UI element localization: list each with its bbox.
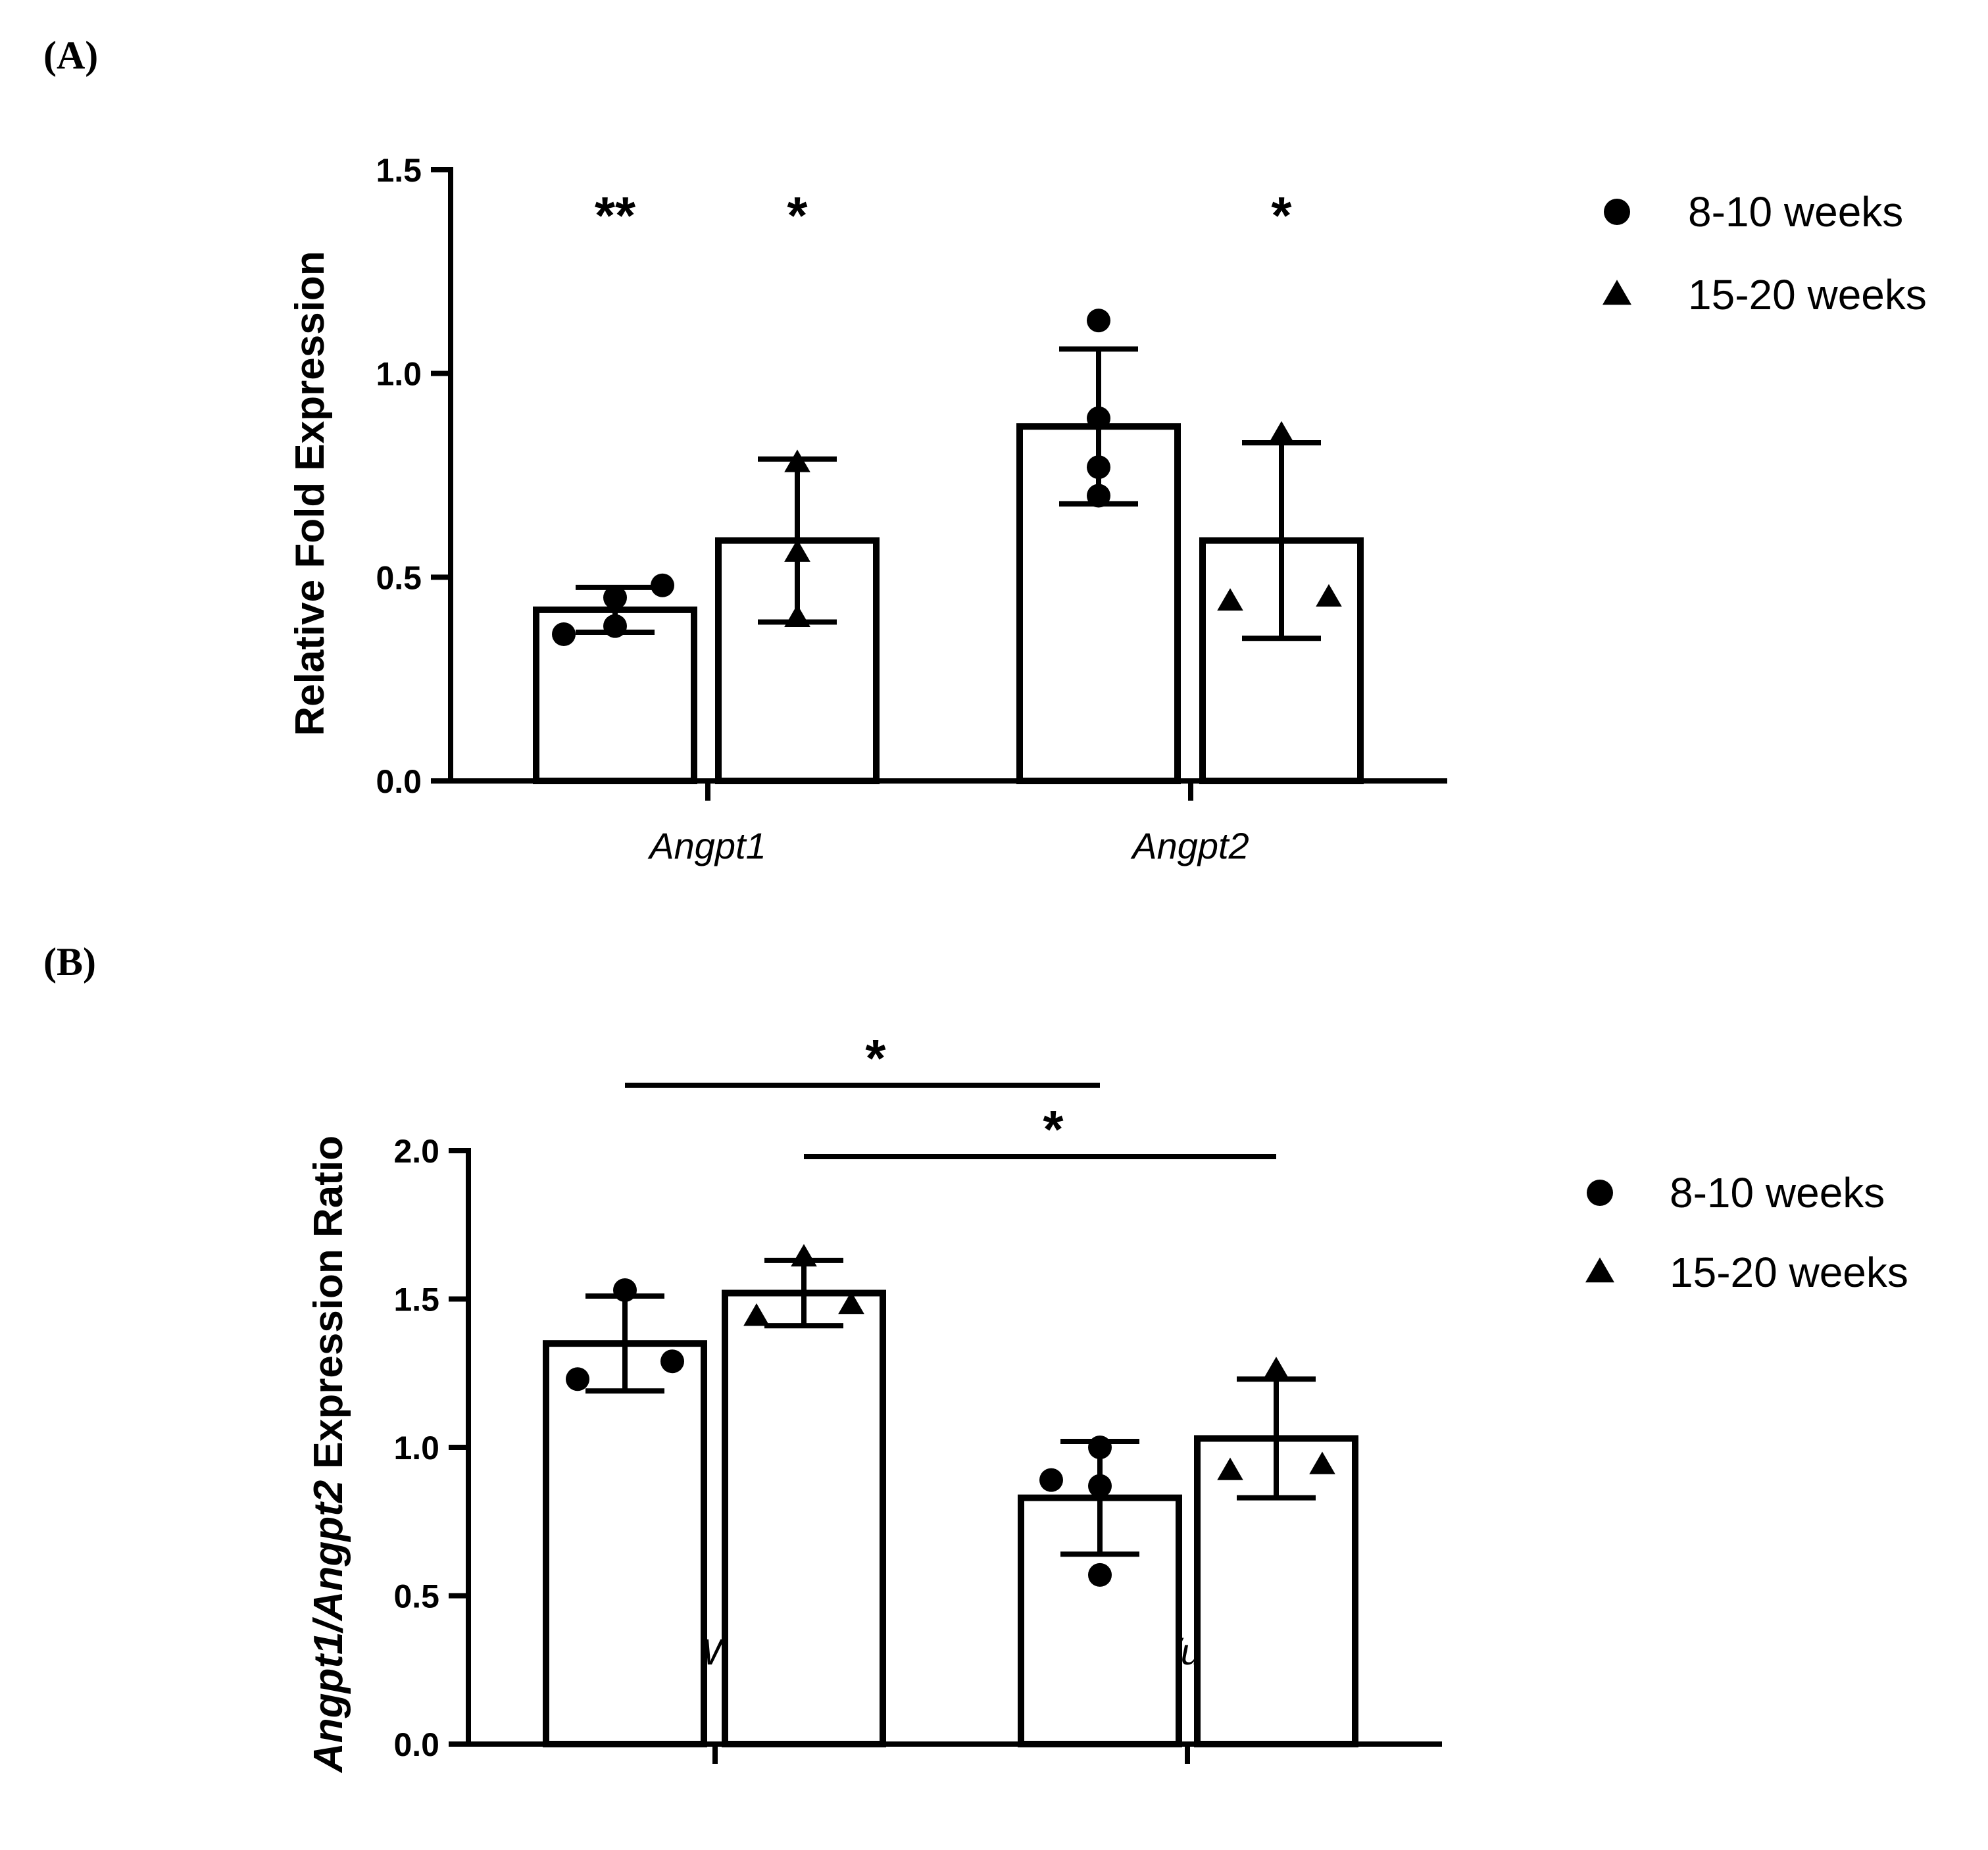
data-point	[784, 539, 810, 562]
data-point	[1088, 1474, 1112, 1498]
panel-b-bars	[543, 1257, 1358, 1747]
panel-a-legend: 8-10 weeks 15-20 weeks	[1603, 188, 1927, 318]
data-point	[784, 604, 810, 627]
y-title-part-rest: Expression Ratio	[306, 1136, 351, 1480]
panel-b-annotations: **	[625, 1029, 1276, 1160]
data-point	[1087, 455, 1110, 480]
panel-b: (B) 0.00.51.01.52.0WTmdx/utrn+/- ** Angp…	[43, 940, 1908, 1774]
y-tick-label: 1.5	[376, 152, 422, 189]
y-tick-label: 1.0	[376, 356, 422, 393]
legend-label: 8-10 weeks	[1670, 1169, 1885, 1216]
panel-b-legend: 8-10 weeks 15-20 weeks	[1585, 1169, 1908, 1296]
y-tick-label: 1.0	[393, 1430, 439, 1466]
panel-a-y-axis-title: Relative Fold Expression	[287, 251, 333, 736]
legend-marker	[1587, 1180, 1613, 1206]
panel-label-a: (A)	[43, 34, 98, 77]
y-tick-label: 1.5	[393, 1282, 439, 1318]
y-tick-label: 0.0	[393, 1726, 439, 1763]
data-point	[1268, 421, 1295, 444]
data-point	[1088, 1562, 1112, 1587]
panel-b-y-axis-title: Angpt1/Angpt2 Expression Ratio	[306, 1136, 351, 1774]
y-tick-label: 2.0	[393, 1133, 439, 1170]
significance-marker: *	[787, 186, 808, 245]
panel-label-b: (B)	[43, 940, 96, 984]
y-tick-label: 0.5	[393, 1578, 439, 1615]
significance-marker: *	[1271, 186, 1292, 245]
x-category-label: Angpt1	[647, 825, 766, 866]
y-tick-label: 0.0	[376, 763, 422, 800]
data-point	[1087, 484, 1110, 508]
significance-marker: *	[1043, 1100, 1064, 1159]
bar	[543, 1340, 707, 1747]
panel-a-annotations: ** * *	[595, 186, 1293, 245]
data-point	[1309, 1451, 1335, 1474]
data-point	[743, 1303, 770, 1326]
significance-marker: *	[865, 1029, 886, 1088]
data-point	[1217, 1457, 1243, 1480]
panel-a-bars	[533, 346, 1364, 784]
data-point	[1087, 406, 1110, 430]
legend-marker	[1604, 199, 1630, 225]
data-point	[838, 1291, 864, 1314]
data-point	[1217, 588, 1243, 611]
data-point	[1087, 309, 1110, 333]
data-point	[613, 1278, 637, 1302]
data-point	[1088, 1436, 1112, 1459]
y-tick-label: 0.5	[376, 559, 422, 596]
panel-a-points	[552, 309, 1342, 647]
data-point	[566, 1367, 589, 1391]
legend-label: 15-20 weeks	[1688, 271, 1927, 318]
y-title-part-angpt2: Angpt2	[306, 1480, 351, 1622]
y-title-part-angpt1: Angpt1	[306, 1632, 351, 1774]
data-point	[660, 1349, 684, 1374]
x-category-label: Angpt2	[1130, 825, 1249, 866]
legend-marker	[1603, 280, 1631, 305]
legend-label: 15-20 weeks	[1670, 1249, 1908, 1296]
data-point	[1263, 1357, 1289, 1380]
data-point	[1316, 584, 1342, 607]
data-point	[651, 573, 674, 597]
data-point	[784, 449, 810, 472]
legend-marker	[1585, 1257, 1614, 1283]
data-point	[603, 614, 627, 638]
panel-b-points	[566, 1243, 1335, 1587]
bar	[722, 1289, 886, 1747]
data-point	[552, 622, 576, 647]
legend-label: 8-10 weeks	[1688, 188, 1903, 236]
data-point	[1039, 1468, 1063, 1492]
data-point	[603, 586, 627, 610]
significance-marker: **	[595, 186, 636, 245]
data-point	[791, 1243, 817, 1267]
